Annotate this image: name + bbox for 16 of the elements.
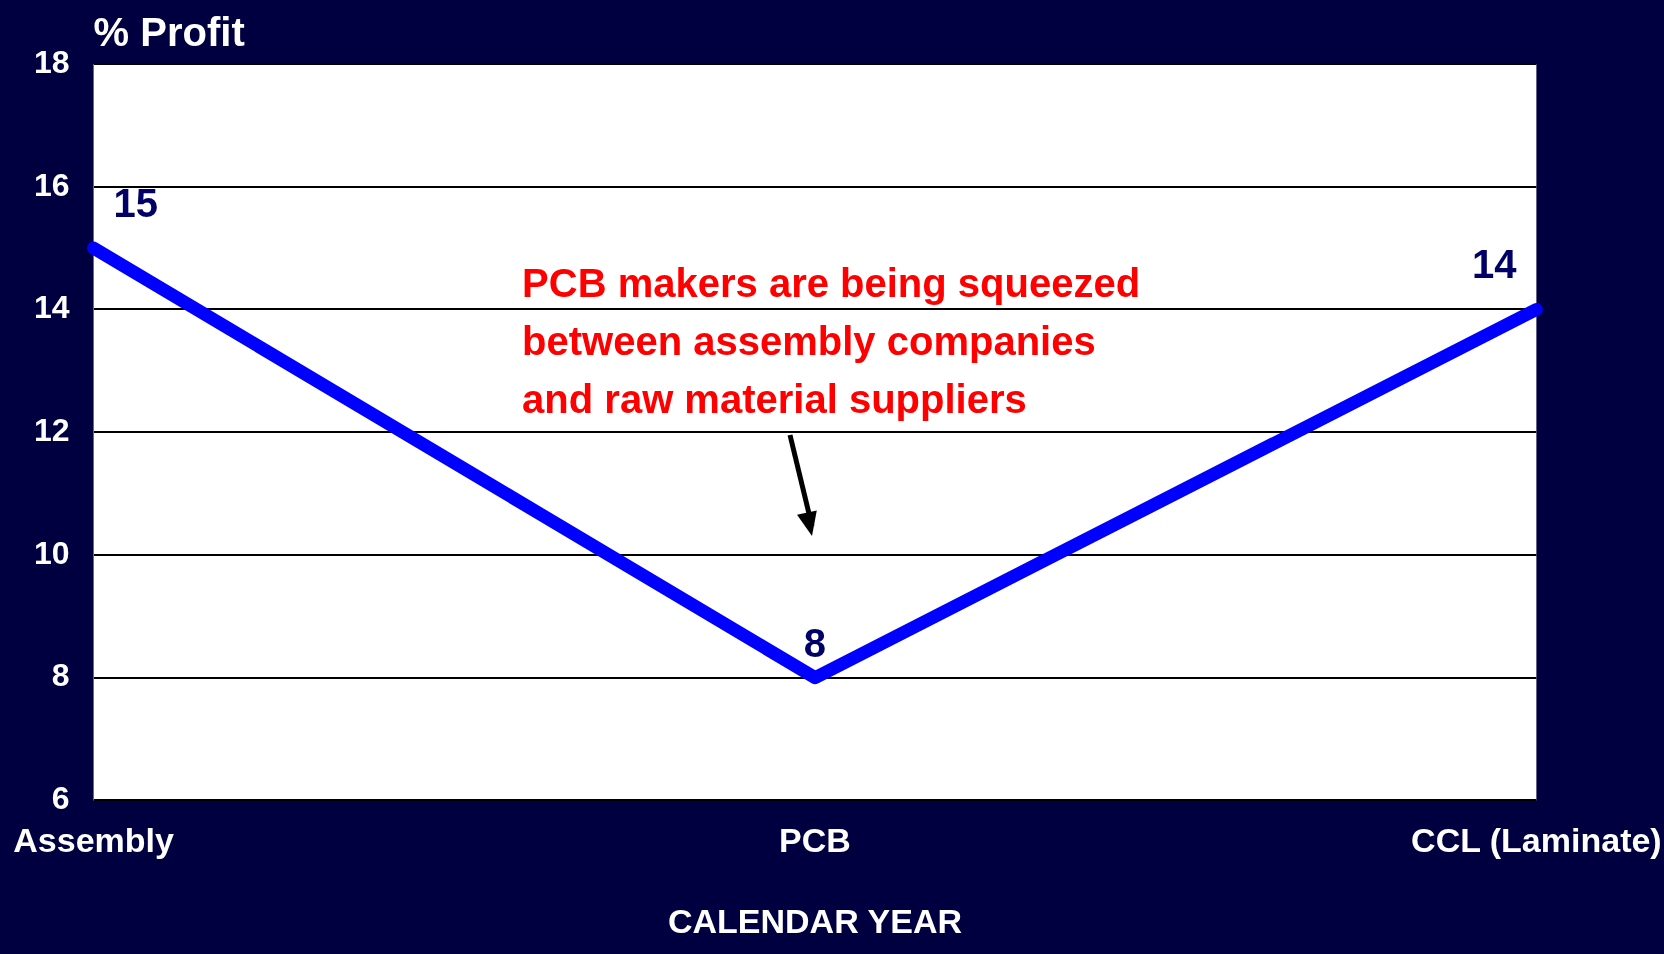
y-tick-label: 10 [34,534,70,571]
y-tick-label: 6 [51,780,70,817]
x-axis-title: CALENDAR YEAR [667,901,963,940]
data-label: 14 [1471,242,1518,287]
y-tick-label: 18 [34,43,70,80]
y-axis-title: % Profit [93,10,245,55]
x-tick-label: Assembly [13,821,174,860]
x-tick-label: CCL (Laminate) [1411,821,1662,860]
data-label: 15 [113,181,159,226]
y-tick-label: 8 [51,657,70,694]
y-tick-label: 14 [34,289,70,326]
x-tick-label: PCB [779,821,851,860]
y-tick-label: 12 [34,412,70,449]
y-tick-label: 16 [34,166,70,203]
data-label: 8 [803,620,827,665]
annotation: PCB makers are being squeezed between assembly companies and raw material suppliers [522,261,1141,422]
